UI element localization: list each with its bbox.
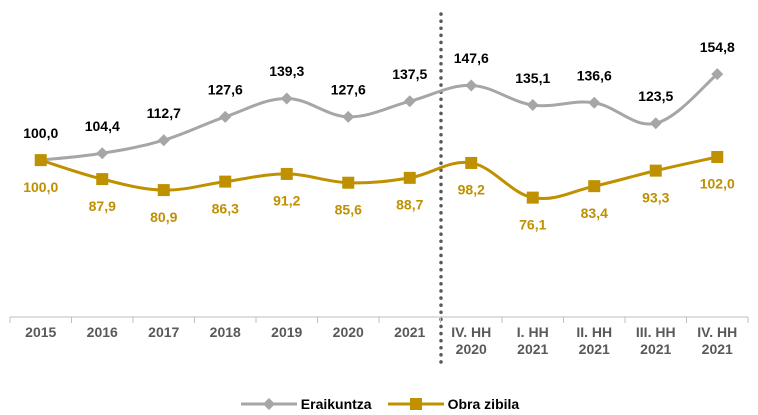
x-tick-label: III. HH 2021 [635, 324, 676, 357]
data-label: 85,6 [335, 201, 362, 217]
marker [465, 156, 478, 169]
marker [526, 99, 539, 112]
data-label: 91,2 [273, 193, 300, 209]
x-tick-label: I. HH 2021 [516, 324, 549, 357]
data-label: 127,6 [331, 82, 366, 98]
legend-marker [409, 398, 422, 410]
legend: Eraikuntza Obra zibila [0, 396, 758, 412]
data-label: 100,0 [23, 125, 58, 141]
series-line [40, 72, 719, 162]
marker [280, 167, 293, 180]
data-label: 136,6 [577, 67, 612, 83]
marker [465, 79, 478, 92]
x-tick-label: 2019 [271, 324, 303, 340]
legend-label: Obra zibila [447, 396, 520, 412]
data-label: 135,1 [515, 70, 550, 86]
marker [711, 150, 724, 163]
x-tick-label: II. HH 2021 [576, 324, 613, 357]
data-label: 139,3 [269, 63, 304, 79]
data-label: 147,6 [454, 50, 489, 66]
data-label: 127,6 [208, 82, 243, 98]
marker [96, 173, 109, 186]
marker [588, 96, 601, 109]
marker [342, 110, 355, 123]
marker [342, 176, 355, 189]
legend-marker [262, 398, 275, 410]
data-label: 88,7 [396, 197, 423, 213]
legend-item: Eraikuntza [239, 396, 372, 412]
data-label: 83,4 [581, 205, 608, 221]
legend-item: Obra zibila [386, 396, 520, 412]
marker [649, 164, 662, 177]
data-label: 123,5 [638, 88, 673, 104]
marker [219, 175, 232, 188]
series-line [40, 155, 718, 200]
x-tick-label: 2018 [209, 324, 241, 340]
marker [280, 92, 293, 105]
x-tick-label: 2017 [148, 324, 180, 340]
data-label: 112,7 [147, 105, 181, 121]
legend-label: Eraikuntza [300, 396, 372, 412]
data-label: 137,5 [392, 66, 427, 82]
marker [34, 154, 47, 167]
x-tick-label: IV. HH 2020 [451, 324, 492, 357]
data-label: 102,0 [700, 176, 735, 192]
data-label: 98,2 [458, 182, 485, 198]
x-tick-label: 2016 [86, 324, 118, 340]
marker [157, 184, 170, 197]
x-tick-label: 2021 [394, 324, 426, 340]
data-label: 154,8 [700, 39, 735, 55]
x-tick-label: 2020 [332, 324, 364, 340]
data-label: 100,0 [23, 179, 58, 195]
marker [219, 110, 232, 123]
marker [526, 191, 539, 204]
x-tick-label: 2015 [25, 324, 57, 340]
data-label: 80,9 [150, 209, 177, 225]
data-label: 93,3 [642, 189, 669, 205]
marker [588, 180, 601, 193]
marker [711, 68, 724, 81]
data-label: 87,9 [89, 198, 116, 214]
data-label: 76,1 [519, 216, 546, 232]
legend-swatch [387, 398, 444, 410]
data-label: 86,3 [212, 200, 239, 216]
marker [649, 117, 662, 130]
marker [403, 171, 416, 184]
legend-swatch [240, 398, 297, 410]
x-tick-label: IV. HH 2021 [697, 324, 738, 357]
marker [403, 95, 416, 108]
marker [96, 147, 109, 160]
marker [157, 134, 170, 147]
data-label: 104,4 [85, 118, 120, 134]
